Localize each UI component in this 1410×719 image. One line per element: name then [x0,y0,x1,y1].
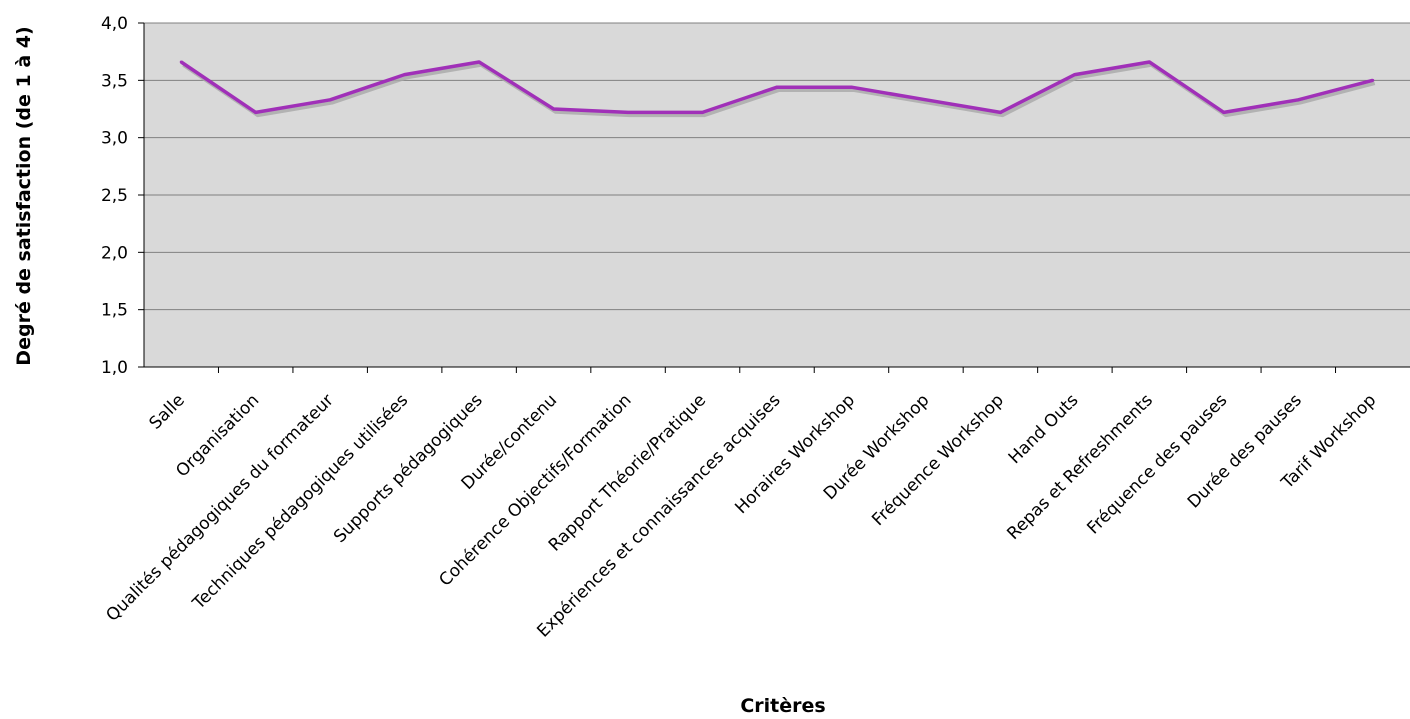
y-tick-label: 3,5 [101,71,128,91]
x-tick-label: Repas et Refreshments [1003,390,1157,544]
data-point [849,85,853,89]
y-tick-label: 2,0 [101,243,128,263]
x-tick-label: Supports pédagogiques [330,390,487,547]
data-point [403,73,407,77]
data-point [1147,60,1151,64]
y-tick-label: 1,5 [101,301,128,321]
data-point [328,98,332,102]
data-point [1371,78,1375,82]
x-tick-label: Rapport Théorie/Pratique [545,390,710,555]
y-tick-label: 3,0 [101,129,128,149]
data-point [179,60,183,64]
data-point [924,98,928,102]
gridlines [144,22,1410,311]
y-tick-label: 4,0 [101,14,128,34]
x-tick-label: Salle [146,390,189,433]
data-point [998,110,1002,114]
data-point [254,110,258,114]
data-point [552,107,556,111]
data-point [701,110,705,114]
data-point [1073,73,1077,77]
y-tick-label: 1,0 [101,358,128,378]
y-axis-title: Degré de satisfaction (de 1 à 4) [13,26,35,365]
x-tick-label: Fréquence Workshop [868,390,1008,530]
y-axis-ticks: 1,0 1,5 2,0 2,5 3,0 3,5 4,0 [101,14,144,378]
series [179,60,1376,118]
data-point [1296,98,1300,102]
x-tick-label: Hand Outs [1005,390,1083,468]
data-point [477,60,481,64]
x-axis-title: Critères [740,695,825,717]
data-point [775,85,779,89]
data-point [1222,110,1226,114]
x-tick-label: Fréquence des pauses [1083,390,1231,538]
y-tick-label: 2,5 [101,186,128,206]
data-point [626,110,630,114]
